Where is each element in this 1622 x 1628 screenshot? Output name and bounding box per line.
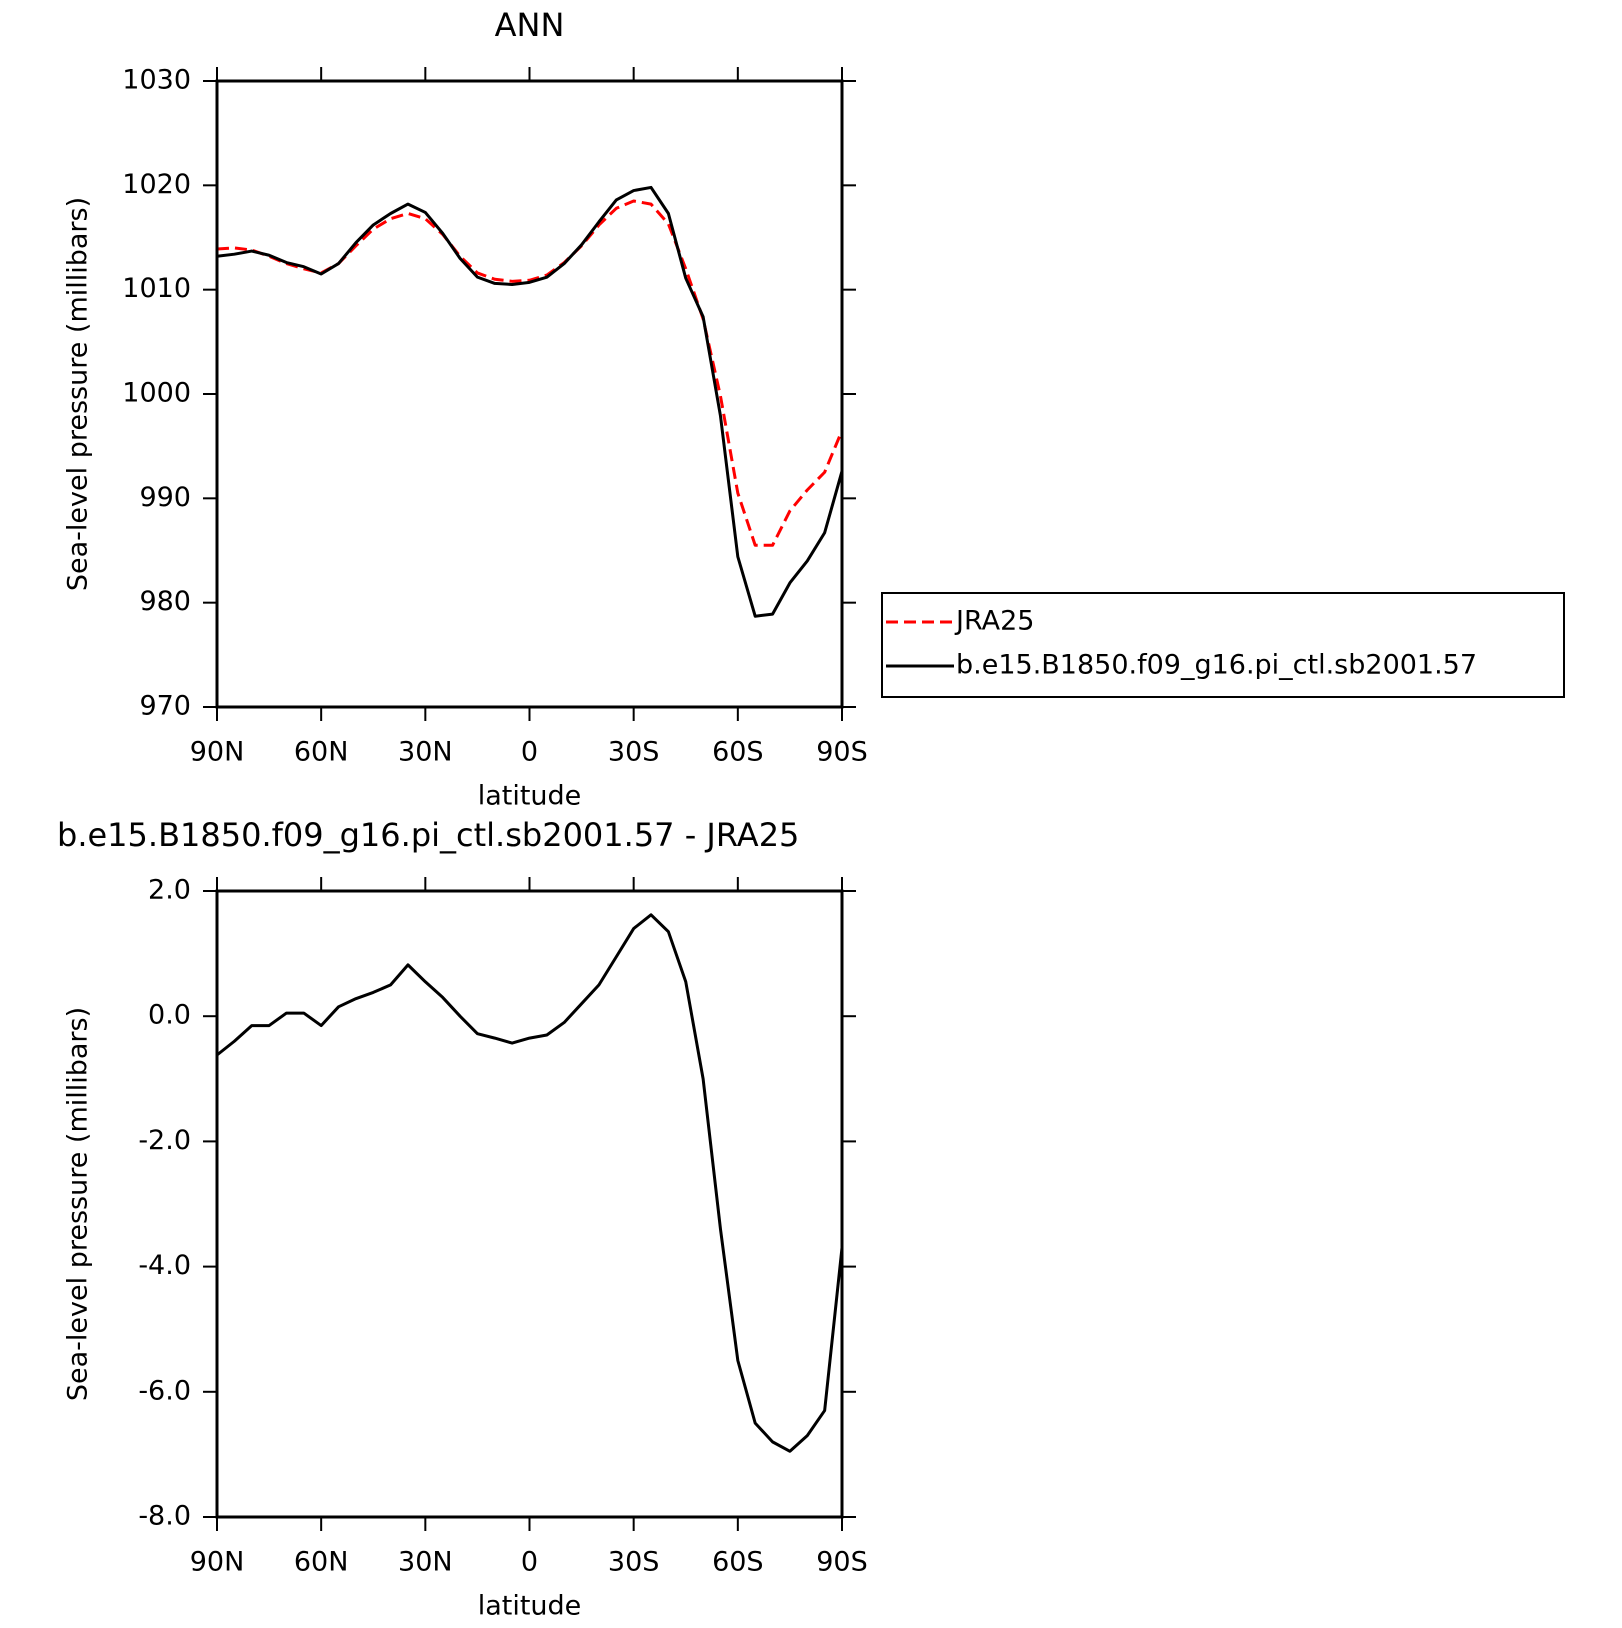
y-tick-label: -6.0 [138, 1375, 191, 1406]
y-tick-label: 990 [139, 482, 191, 513]
x-tick-label: 30N [398, 737, 453, 768]
y-tick-label: -8.0 [138, 1501, 191, 1532]
x-tick-label: 30N [398, 1547, 453, 1578]
y-tick-label: 970 [139, 691, 191, 722]
y-tick-label: 1020 [122, 169, 191, 200]
y-axis-label: Sea-level pressure (millibars) [63, 197, 94, 591]
legend-box [881, 592, 1565, 698]
plot-frame [215, 889, 844, 1519]
y-tick-label: 2.0 [148, 875, 191, 906]
y-tick-label: -4.0 [138, 1250, 191, 1281]
plot-frame [215, 79, 844, 709]
y-tick-label: -2.0 [138, 1125, 191, 1156]
chart-title: ANN [495, 6, 565, 44]
x-tick-label: 90S [816, 737, 868, 768]
x-tick-label: 60S [712, 737, 764, 768]
y-axis-label: Sea-level pressure (millibars) [63, 1007, 94, 1401]
x-tick-label: 90S [816, 1547, 868, 1578]
x-tick-label: 60N [294, 737, 349, 768]
x-tick-label: 60S [712, 1547, 764, 1578]
y-tick-label: 1010 [122, 273, 191, 304]
y-tick-label: 980 [139, 586, 191, 617]
chart-title: b.e15.B1850.f09_g16.pi_ctl.sb2001.57 - J… [57, 816, 799, 854]
x-tick-label: 90N [190, 1547, 245, 1578]
legend-label: b.e15.B1850.f09_g16.pi_ctl.sb2001.57 [956, 650, 1477, 681]
series-line [216, 199, 844, 547]
x-axis-label: latitude [478, 781, 582, 812]
x-axis-label: latitude [478, 1591, 582, 1622]
y-tick-label: 1000 [122, 378, 191, 409]
series-line [216, 185, 844, 618]
y-tick-label: 1030 [122, 65, 191, 96]
x-tick-label: 30S [608, 1547, 660, 1578]
series-line [216, 913, 844, 1453]
x-tick-label: 60N [294, 1547, 349, 1578]
x-tick-label: 30S [608, 737, 660, 768]
x-tick-label: 0 [521, 1547, 538, 1578]
legend-label: JRA25 [954, 606, 1034, 637]
x-tick-label: 90N [190, 737, 245, 768]
x-tick-label: 0 [521, 737, 538, 768]
y-tick-label: 0.0 [148, 1000, 191, 1031]
